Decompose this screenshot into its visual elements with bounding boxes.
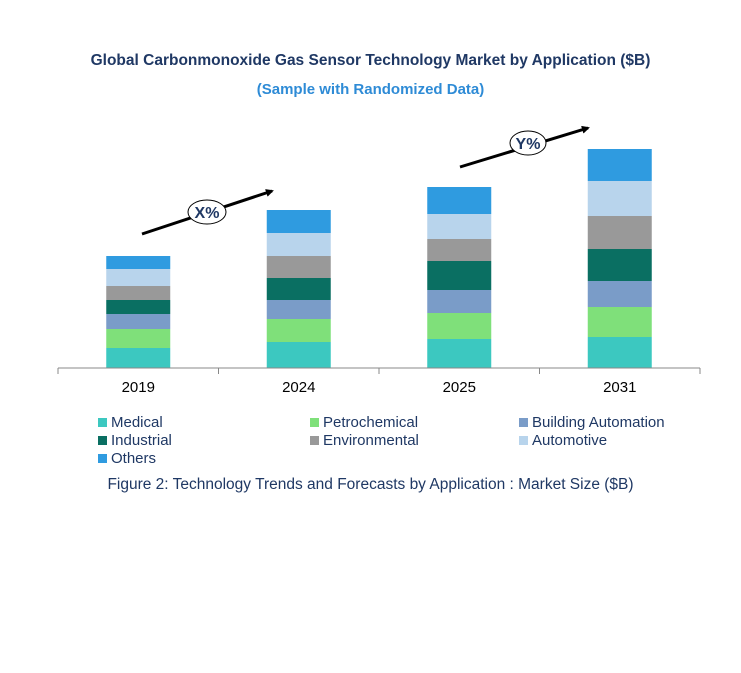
x-tick-label-2025: 2025 [443, 379, 476, 396]
growth-label-right: Y% [516, 136, 541, 153]
bar-2024-environmental [266, 256, 331, 278]
chart-subtitle: (Sample with Randomized Data) [256, 81, 485, 98]
bar-2024-building-automation [266, 300, 331, 319]
bar-2025-industrial [427, 261, 492, 290]
x-tick-label-2024: 2024 [282, 379, 315, 396]
bar-2019-environmental [106, 286, 171, 300]
bar-2025-others [427, 187, 492, 214]
bar-2031-environmental [587, 216, 652, 249]
bar-2031-others [587, 149, 652, 181]
bar-2031-petrochemical [587, 307, 652, 337]
bar-2019-building-automation [106, 314, 171, 329]
bar-2025-petrochemical [427, 313, 492, 339]
bar-2019-industrial [106, 300, 171, 314]
bar-2025-building-automation [427, 290, 492, 313]
growth-oval-left [187, 199, 227, 225]
bar-2031-industrial [587, 249, 652, 281]
x-tick-label-2031: 2031 [603, 379, 636, 396]
growth-annotations: X% Y% [141, 125, 590, 236]
x-axis: 2019 2024 2025 2031 [57, 367, 701, 396]
bar-2019-automotive [106, 269, 171, 286]
bar-2031-building-automation [587, 281, 652, 307]
bar-2025-medical [427, 339, 492, 368]
bar-2031-medical [587, 337, 652, 368]
growth-oval-right [509, 130, 547, 156]
x-tick-label-2019: 2019 [122, 379, 155, 396]
chart-title: Global Carbonmonoxide Gas Sensor Technol… [90, 52, 651, 69]
bar-2024-industrial [266, 278, 331, 300]
bar-2025-automotive [427, 214, 492, 239]
bar-2019-others [106, 256, 171, 269]
bar-2024-medical [266, 342, 331, 368]
bar-2025-environmental [427, 239, 492, 261]
growth-label-left: X% [195, 205, 220, 222]
bar-2024-others [266, 210, 331, 233]
bar-2031-automotive [587, 181, 652, 216]
bar-2024-petrochemical [266, 319, 331, 342]
bar-2024-automotive [266, 233, 331, 256]
bars-group [106, 149, 652, 368]
figure-caption: Figure 2: Technology Trends and Forecast… [107, 476, 634, 493]
bar-2019-petrochemical [106, 329, 171, 348]
bar-2019-medical [106, 348, 171, 368]
